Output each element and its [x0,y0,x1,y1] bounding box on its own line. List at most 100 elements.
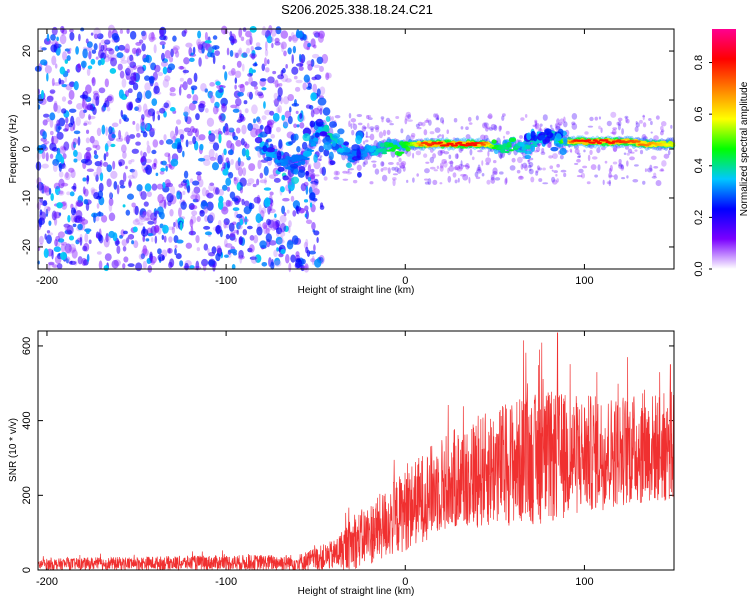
spectrogram-noise-cell [369,133,375,141]
spectrogram-ytick-label: 0 [21,146,33,152]
spectrogram-noise-cell [378,131,384,139]
spectrogram-noise-cell [239,186,244,194]
spectrogram-noise-cell [221,184,228,191]
spectrogram-noise-cell [127,175,135,180]
spectrogram-noise-cell [232,207,240,211]
spectrogram-noise-cell [104,235,111,241]
spectrogram-ridge-cell [290,176,300,184]
spectrogram-noise-cell [256,116,261,123]
spectrogram-noise-cell [287,225,291,234]
spectrogram-noise-cell [283,212,287,217]
spectrogram-noise-cell [650,155,657,160]
spectrogram-noise-cell [154,64,161,73]
spectrogram-noise-cell [219,113,226,122]
spectrogram-noise-cell [576,175,583,178]
spectrogram-noise-cell [162,66,168,75]
spectrogram-ridge-cell [366,145,373,149]
spectrogram-noise-cell [79,94,88,99]
spectrogram-noise-cell [348,120,351,128]
spectrogram-ridge-cell [263,166,269,176]
snr-ytick-label: 400 [21,411,33,429]
spectrogram-ridge-cell [550,146,559,152]
spectrogram-noise-cell [226,47,230,56]
spectrogram-noise-cell [47,206,51,212]
spectrogram-noise-cell [302,82,307,91]
spectrogram-noise-cell [522,162,528,169]
spectrogram-noise-cell [313,64,321,68]
spectrogram-noise-cell [239,254,243,264]
spectrogram-noise-cell [238,249,244,259]
spectrogram-noise-cell [95,96,100,107]
spectrogram-noise-cell [208,133,216,142]
spectrogram-noise-cell [309,174,316,183]
spectrogram-noise-cell [465,134,471,140]
spectrogram-noise-cell [93,213,96,223]
snr-xtick-label: -200 [36,576,58,588]
spectrogram-noise-cell [432,179,438,186]
spectrogram-noise-cell [49,89,56,94]
spectrogram-noise-cell [223,148,227,156]
spectrogram-noise-cell [435,113,439,120]
spectrogram-noise-cell [105,126,108,136]
spectrogram-noise-cell [280,41,287,50]
spectrogram-noise-cell [50,44,57,53]
spectrogram-ridge-cell [616,139,622,142]
spectrogram-noise-cell [476,167,482,172]
spectrogram-noise-cell [90,187,96,194]
spectrogram-noise-cell [265,224,273,231]
spectrogram-noise-cell [357,122,363,126]
spectrogram-noise-cell [212,142,220,151]
spectrogram-noise-cell [317,158,322,162]
spectrogram-noise-cell [182,190,186,196]
spectrogram-noise-cell [499,153,503,160]
spectrogram-noise-cell [117,63,123,71]
spectrogram-noise-cell [55,235,61,242]
spectrogram-noise-cell [477,149,483,153]
spectrogram-noise-cell [190,215,197,224]
spectrogram-noise-cell [63,141,70,151]
spectrogram-noise-cell [538,178,543,182]
spectrogram-noise-cell [153,162,157,168]
spectrogram-noise-cell [234,77,238,84]
spectrogram-noise-cell [223,218,230,226]
spectrogram-ridge-cell [347,154,353,157]
spectrogram-ridge-cell [302,150,312,157]
spectrogram-noise-cell [261,29,268,36]
spectrogram-noise-cell [198,178,204,188]
spectrogram-noise-cell [201,258,209,267]
spectrogram-noise-cell [448,161,454,165]
spectrogram-ridge-cell [526,132,532,141]
spectrogram-noise-cell [264,197,271,208]
spectrogram-noise-cell [153,44,157,54]
spectrogram-noise-cell [56,36,59,42]
spectrogram-noise-cell [503,135,506,139]
spectrogram-noise-cell [104,53,109,58]
spectrogram-noise-cell [98,87,106,94]
spectrogram-noise-cell [629,151,635,154]
spectrogram-noise-cell [316,236,319,244]
spectrogram-noise-cell [135,123,140,132]
spectrogram-noise-cell [100,44,105,52]
spectrogram-noise-cell [270,261,275,270]
spectrogram-noise-cell [655,179,662,187]
spectrogram-noise-cell [295,63,304,67]
spectrogram-noise-cell [141,117,145,126]
spectrogram-noise-cell [169,164,173,169]
spectrogram-noise-cell [75,46,79,55]
spectrogram-noise-cell [439,182,443,185]
spectrogram-noise-cell [264,57,268,67]
spectrogram-noise-cell [185,42,193,48]
spectrogram-noise-cell [429,131,435,135]
spectrogram-noise-cell [428,119,432,126]
spectrogram-noise-cell [282,96,290,105]
spectrogram-noise-cell [67,214,71,223]
spectrogram-xtick-label: 0 [402,275,408,287]
spectrogram-noise-cell [119,179,125,187]
spectrogram-ytick-label: 20 [21,45,33,57]
spectrogram-noise-cell [255,213,262,224]
spectrogram-noise-cell [222,168,229,176]
spectrogram-noise-cell [407,114,412,120]
spectrogram-noise-cell [416,173,419,177]
spectrogram-noise-cell [230,158,234,166]
spectrogram-noise-cell [386,120,393,124]
